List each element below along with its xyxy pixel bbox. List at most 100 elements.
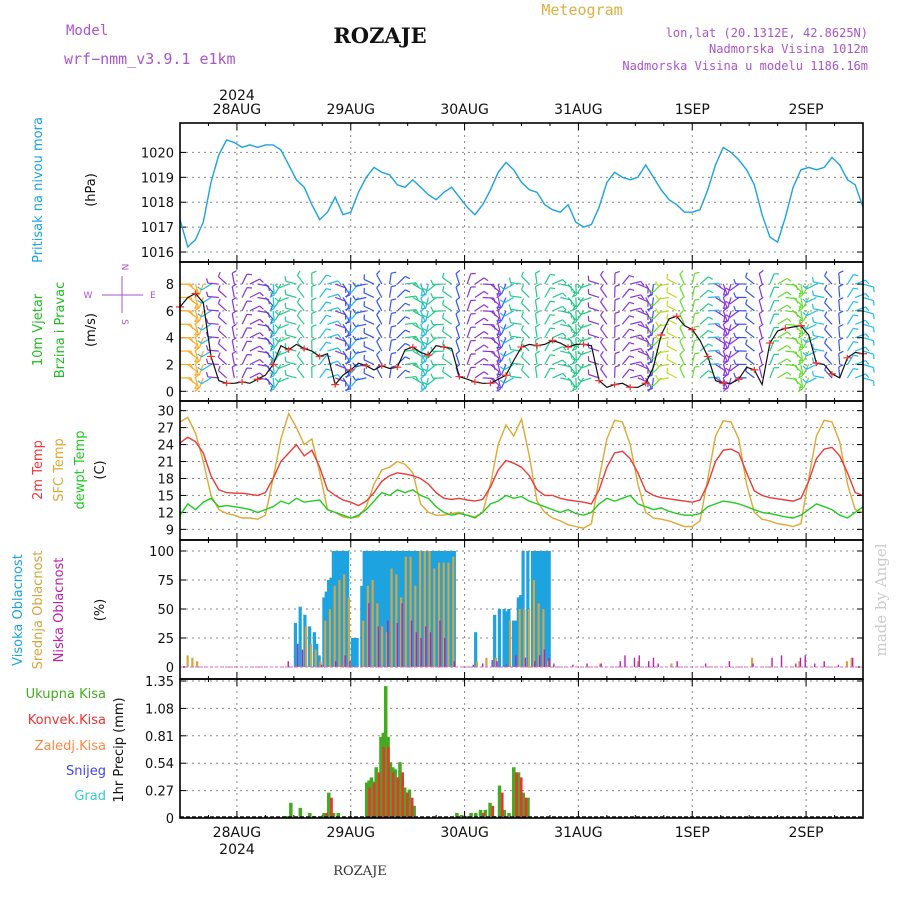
- wind-barb-flag: [614, 297, 620, 301]
- wind-barb: [745, 343, 755, 352]
- cloud-bar: [328, 609, 332, 667]
- wind-barb: [376, 341, 383, 352]
- wind-barb: [194, 364, 200, 376]
- wind-barb: [666, 291, 678, 299]
- wind-barb-flag: [647, 294, 653, 297]
- wind-barb: [666, 372, 678, 379]
- wind-barb-flag: [274, 324, 279, 329]
- cloud-bar: [535, 551, 539, 667]
- cloud-bar: [599, 663, 602, 667]
- wind-barb: [264, 337, 274, 347]
- wind-barb-flag: [296, 337, 301, 343]
- cloud-bar: [320, 664, 323, 667]
- wind-barb: [630, 361, 641, 366]
- wind-barb: [497, 283, 502, 295]
- wind-barb: [490, 350, 500, 359]
- cloud-bar: [433, 568, 436, 667]
- wind-barb: [846, 314, 854, 325]
- wind-barb: [201, 363, 212, 371]
- y-tick-label: 0.81: [145, 730, 174, 745]
- wind-barb-flag: [197, 380, 203, 385]
- mid-cloud-label: Srednja Oblacnost: [31, 551, 46, 670]
- wind-barb: [319, 328, 327, 339]
- cloud-bar: [410, 620, 413, 667]
- precip-bar: [474, 812, 478, 818]
- wind-speed-marker: [626, 384, 635, 391]
- wind-barb: [349, 351, 352, 363]
- wind-barb: [207, 295, 219, 299]
- wind-barb-flag: [345, 334, 351, 338]
- wind-barb-flag: [296, 297, 301, 303]
- wind-barb: [327, 320, 339, 325]
- cloud-bar: [850, 657, 853, 667]
- wind-barb: [637, 350, 649, 356]
- wind-barb-flag: [420, 334, 426, 337]
- wind-barb: [296, 328, 305, 339]
- cloud-bar: [301, 649, 304, 667]
- wind-barb-flag: [708, 289, 714, 294]
- wind-barb-flag: [430, 279, 434, 285]
- precip-bar: [368, 787, 371, 818]
- wind-barb: [207, 376, 219, 379]
- wind-barb-flag: [376, 296, 381, 302]
- y-tick-label: 75: [157, 574, 174, 589]
- panel-frame: [179, 678, 864, 819]
- wind-barb: [745, 303, 755, 312]
- wind-barb-flag: [231, 337, 237, 341]
- wind-barb: [691, 286, 696, 298]
- wind-barb-flag: [838, 270, 844, 274]
- wind-barb-flag: [648, 356, 654, 360]
- precip-bar: [406, 792, 409, 818]
- wind-barb: [249, 291, 260, 299]
- wind-barb: [264, 364, 274, 373]
- wind-barb: [355, 310, 367, 314]
- wind-barb-flag: [296, 364, 301, 370]
- wind-barb-flag: [274, 377, 279, 383]
- wind-barb-flag: [499, 312, 505, 317]
- wind-barb: [503, 310, 515, 317]
- wind-barb: [699, 370, 709, 379]
- wind-barb-flag: [824, 297, 828, 303]
- wind-barb-flag: [571, 307, 577, 312]
- wind-barb-flag: [666, 300, 669, 306]
- wind-barb-flag: [270, 305, 276, 308]
- wind-barb-flag: [758, 283, 764, 288]
- wind-speed-marker: [796, 322, 805, 329]
- wind-barb: [600, 341, 608, 352]
- wind-barb-flag: [231, 323, 237, 328]
- cloud-bar: [414, 585, 417, 667]
- wind-barb: [621, 368, 630, 379]
- wind-barb: [745, 290, 755, 298]
- wind-barb-flag: [284, 343, 287, 349]
- wind-barb-flag: [455, 296, 461, 301]
- cloud-bar: [638, 655, 640, 667]
- wind-barb: [813, 335, 825, 339]
- wind-barb-flag: [217, 352, 221, 358]
- wind-barb-flag: [520, 311, 525, 317]
- wind-barb-flag: [352, 322, 357, 327]
- wind-barb-flag: [352, 308, 357, 314]
- wind-barb-flag: [217, 312, 221, 318]
- wind-barb-flag: [577, 363, 582, 369]
- cloud-bar: [402, 551, 407, 667]
- wind-barb-flag: [629, 328, 635, 332]
- wind-barb: [412, 350, 423, 358]
- wind-barb: [800, 310, 804, 322]
- y-tick-label: 8: [166, 278, 174, 293]
- cloud-bar: [319, 661, 322, 667]
- wind-barb-flag: [345, 294, 351, 298]
- wind-barb-flag: [798, 332, 804, 335]
- wind-barb-flag: [745, 272, 748, 278]
- wind-speed-marker: [610, 381, 619, 388]
- wind-barb-flag: [535, 337, 541, 341]
- wind-barb: [376, 287, 383, 298]
- precip-bar: [464, 815, 469, 818]
- cloud-bar: [670, 663, 673, 667]
- precip-bar: [372, 782, 376, 818]
- wind-barb: [552, 359, 563, 366]
- y-tick-label: 50: [157, 603, 174, 618]
- wind-barb: [474, 371, 485, 379]
- wind-speed-marker: [719, 380, 728, 387]
- wind-barb: [729, 337, 740, 345]
- wind-barb: [455, 327, 460, 338]
